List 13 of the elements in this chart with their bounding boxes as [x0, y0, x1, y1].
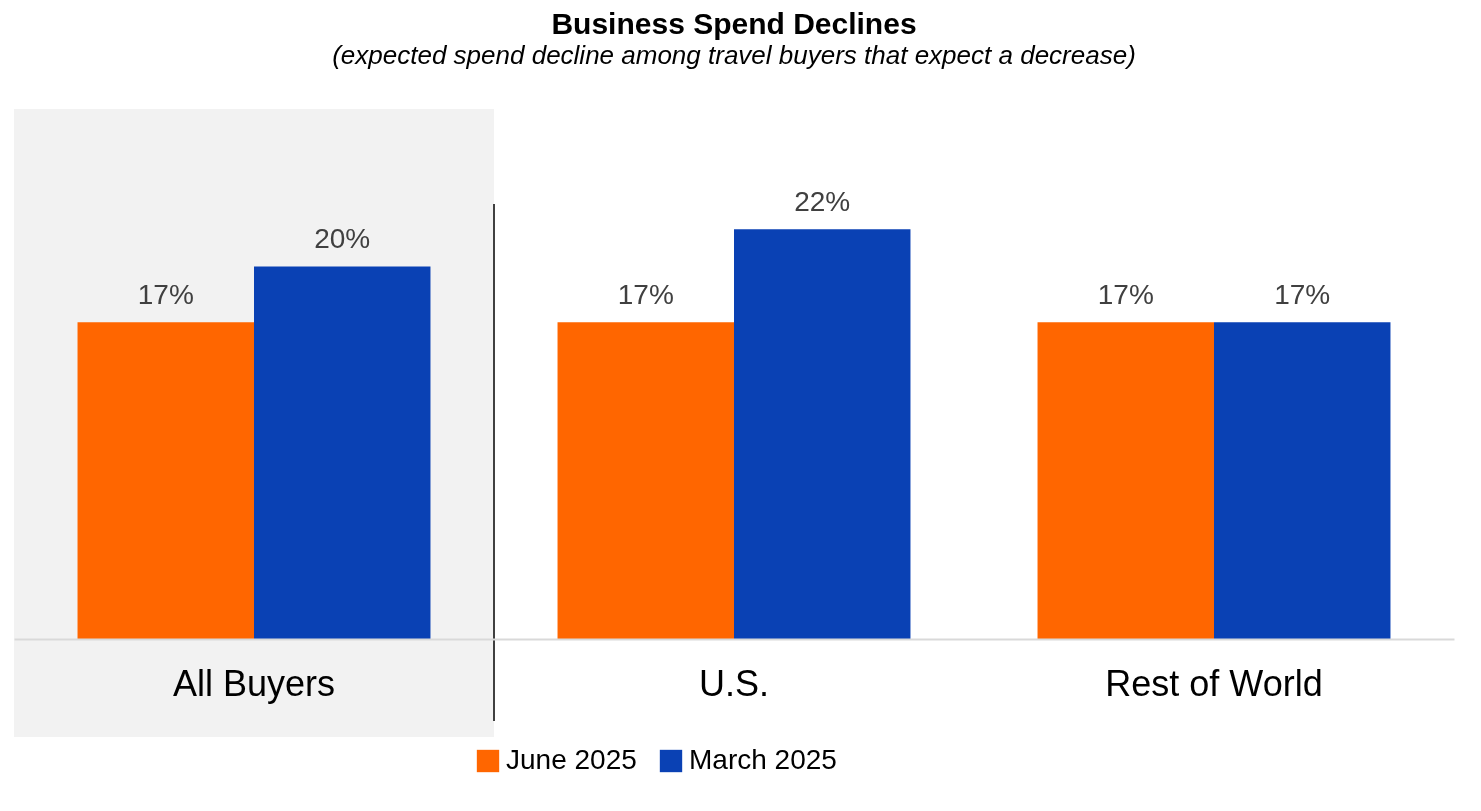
chart-title: Business Spend Declines — [551, 7, 917, 40]
legend-label: June 2025 — [506, 744, 637, 775]
data-label: 17% — [1274, 279, 1331, 311]
data-label: 17% — [617, 279, 674, 311]
chart-subtitle: (expected spend decline among travel buyers that expect a decrease) — [332, 40, 1136, 70]
data-label: 17% — [1097, 279, 1154, 311]
data-label: 20% — [314, 223, 371, 255]
x-tick-label: U.S. — [698, 662, 770, 704]
data-label: 17% — [137, 279, 194, 311]
x-tick-label: All Buyers — [172, 662, 336, 704]
x-tick-label: Rest of World — [1105, 662, 1323, 704]
data-label: 22% — [794, 186, 851, 218]
legend-label: March 2025 — [689, 744, 837, 775]
